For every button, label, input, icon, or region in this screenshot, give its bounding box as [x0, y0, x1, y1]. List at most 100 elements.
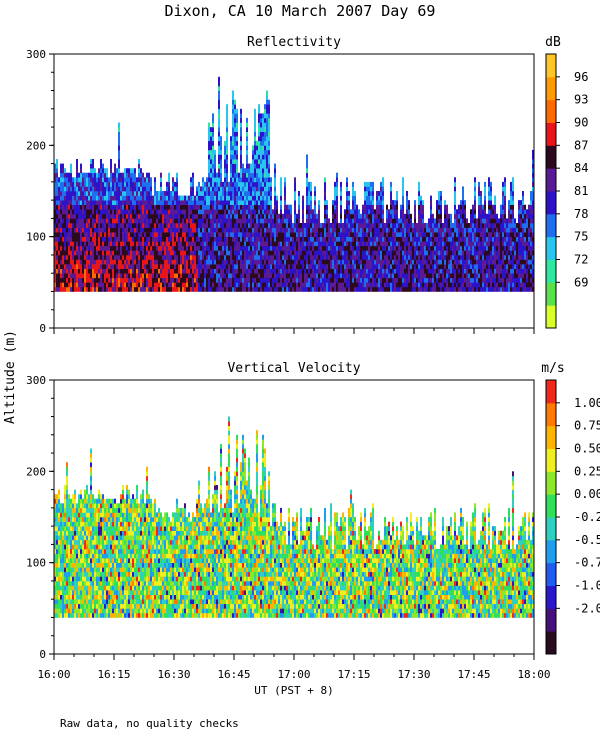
heatmap-cell	[268, 227, 270, 233]
heatmap-cell	[396, 236, 398, 242]
heatmap-cell	[432, 254, 434, 260]
heatmap-cell	[324, 282, 326, 288]
heatmap-cell	[270, 232, 272, 237]
heatmap-cell	[194, 245, 196, 251]
heatmap-cell	[150, 227, 152, 233]
heatmap-cell	[458, 259, 460, 265]
heatmap-cell	[88, 218, 90, 224]
heatmap-cell	[214, 168, 216, 174]
heatmap-cell	[344, 282, 346, 288]
heatmap-cell	[222, 213, 224, 219]
heatmap-cell	[60, 168, 62, 174]
heatmap-cell	[300, 250, 302, 256]
heatmap-cell	[394, 223, 396, 228]
heatmap-cell	[206, 268, 208, 274]
heatmap-cell	[60, 191, 62, 196]
heatmap-cell	[162, 259, 164, 265]
heatmap-cell	[218, 282, 220, 288]
heatmap-cell	[74, 191, 76, 196]
heatmap-cell	[346, 254, 348, 260]
heatmap-cell	[340, 236, 342, 242]
heatmap-cell	[314, 236, 316, 242]
heatmap-cell	[84, 264, 86, 269]
heatmap-cell	[372, 241, 374, 247]
heatmap-cell	[116, 209, 118, 215]
heatmap-cell	[284, 227, 286, 233]
heatmap-cell	[250, 277, 252, 283]
heatmap-cell	[226, 245, 228, 251]
heatmap-cell	[448, 254, 450, 260]
heatmap-cell	[334, 286, 336, 292]
heatmap-cell	[240, 149, 242, 155]
heatmap-cell	[378, 264, 380, 269]
heatmap-cell	[410, 236, 412, 242]
heatmap-cell	[264, 117, 266, 123]
heatmap-cell	[450, 213, 452, 219]
heatmap-cell	[204, 218, 206, 224]
heatmap-cell	[142, 241, 144, 247]
heatmap-cell	[454, 264, 456, 269]
heatmap-cell	[232, 95, 234, 100]
heatmap-cell	[268, 159, 270, 164]
heatmap-cell	[220, 136, 222, 142]
heatmap-cell	[288, 213, 290, 219]
heatmap-cell	[350, 286, 352, 292]
heatmap-cell	[284, 204, 286, 210]
heatmap-cell	[192, 213, 194, 219]
heatmap-cell	[216, 232, 218, 237]
heatmap-cell	[306, 245, 308, 251]
heatmap-cell	[324, 268, 326, 274]
heatmap-cell	[184, 218, 186, 224]
heatmap-cell	[220, 227, 222, 233]
heatmap-cell	[418, 204, 420, 210]
heatmap-cell	[210, 268, 212, 274]
heatmap-cell	[336, 195, 338, 201]
heatmap-cell	[362, 264, 364, 269]
heatmap-cell	[130, 268, 132, 274]
heatmap-cell	[76, 177, 78, 183]
heatmap-cell	[140, 282, 142, 288]
heatmap-cell	[160, 250, 162, 256]
heatmap-cell	[60, 204, 62, 210]
heatmap-cell	[266, 259, 268, 265]
heatmap-cell	[226, 177, 228, 183]
heatmap-cell	[234, 159, 236, 164]
heatmap-cell	[306, 154, 308, 160]
heatmap-cell	[108, 227, 110, 233]
heatmap-cell	[454, 232, 456, 237]
heatmap-cell	[426, 241, 428, 247]
heatmap-cell	[384, 273, 386, 279]
heatmap-cell	[206, 286, 208, 292]
heatmap-cell	[260, 131, 262, 137]
heatmap-cell	[254, 277, 256, 283]
heatmap-cell	[314, 273, 316, 279]
heatmap-cell	[260, 236, 262, 242]
heatmap-cell	[168, 273, 170, 279]
heatmap-cell	[268, 149, 270, 155]
heatmap-cell	[144, 186, 146, 192]
heatmap-cell	[242, 177, 244, 183]
heatmap-cell	[266, 172, 268, 178]
heatmap-cell	[372, 282, 374, 288]
heatmap-cell	[90, 223, 92, 228]
heatmap-cell	[436, 286, 438, 292]
heatmap-cell	[298, 273, 300, 279]
heatmap-cell	[354, 282, 356, 288]
heatmap-cell	[236, 191, 238, 196]
heatmap-cell	[176, 223, 178, 228]
heatmap-cell	[380, 195, 382, 201]
heatmap-cell	[290, 254, 292, 260]
heatmap-cell	[56, 181, 58, 187]
heatmap-cell	[168, 227, 170, 233]
heatmap-cell	[160, 218, 162, 224]
heatmap-cell	[190, 264, 192, 269]
heatmap-cell	[252, 200, 254, 205]
heatmap-cell	[188, 254, 190, 260]
heatmap-cell	[132, 264, 134, 269]
heatmap-cell	[100, 218, 102, 224]
heatmap-cell	[118, 245, 120, 251]
heatmap-cell	[254, 145, 256, 151]
heatmap-cell	[434, 245, 436, 251]
heatmap-cell	[96, 277, 98, 283]
heatmap-cell	[230, 186, 232, 192]
